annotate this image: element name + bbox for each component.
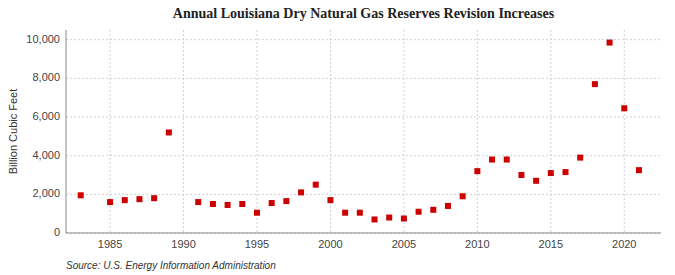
x-tick-label: 2010 xyxy=(465,238,489,250)
point xyxy=(430,207,436,213)
x-tick-label: 1995 xyxy=(245,238,269,250)
y-grid-line xyxy=(66,117,661,118)
point xyxy=(195,199,201,205)
point xyxy=(445,203,451,209)
point xyxy=(136,196,142,202)
y-axis-label: Billion Cubic Feet xyxy=(7,89,19,175)
point xyxy=(518,172,524,178)
y-grid-line xyxy=(66,39,661,40)
x-grid-line xyxy=(624,30,625,233)
point xyxy=(357,210,363,216)
point xyxy=(151,195,157,201)
point xyxy=(313,182,319,188)
points xyxy=(78,40,642,223)
y-tick-label: 0 xyxy=(54,226,60,238)
point xyxy=(298,189,304,195)
point xyxy=(401,216,407,222)
y-axis-line xyxy=(66,30,67,233)
y-tick-label: 8,000 xyxy=(32,71,60,83)
point xyxy=(621,105,627,111)
point xyxy=(166,129,172,135)
point xyxy=(210,201,216,207)
x-tick-label: 2020 xyxy=(612,238,636,250)
point xyxy=(636,167,642,173)
point xyxy=(533,178,539,184)
x-grid-line xyxy=(183,30,184,233)
x-tick-label: 2000 xyxy=(318,238,342,250)
x-axis-line xyxy=(66,233,661,234)
x-grid-line xyxy=(403,30,404,233)
grid xyxy=(66,30,661,233)
y-tick-label: 10,000 xyxy=(26,33,60,45)
point xyxy=(78,192,84,198)
point xyxy=(254,210,260,216)
y-tick-label: 6,000 xyxy=(32,110,60,122)
point xyxy=(504,157,510,163)
y-grid-line xyxy=(66,233,661,234)
x-grid-line xyxy=(550,30,551,233)
y-grid-line xyxy=(66,78,661,79)
y-grid-line xyxy=(66,194,661,195)
y-grid-line xyxy=(66,155,661,156)
point xyxy=(460,193,466,199)
y-tick-label: 2,000 xyxy=(32,187,60,199)
point xyxy=(607,40,613,46)
point xyxy=(225,202,231,208)
source-note: Source: U.S. Energy Information Administ… xyxy=(66,260,276,271)
point xyxy=(489,157,495,163)
x-tick-label: 1990 xyxy=(171,238,195,250)
point xyxy=(342,210,348,216)
point xyxy=(327,197,333,203)
point xyxy=(474,168,480,174)
x-tick-label: 2015 xyxy=(539,238,563,250)
point xyxy=(548,170,554,176)
point xyxy=(577,155,583,161)
point xyxy=(269,200,275,206)
point xyxy=(283,198,289,204)
title: Annual Louisiana Dry Natural Gas Reserve… xyxy=(173,6,555,21)
point xyxy=(122,197,128,203)
x-grid-line xyxy=(256,30,257,233)
point xyxy=(563,169,569,175)
point xyxy=(239,201,245,207)
point xyxy=(386,215,392,221)
point xyxy=(372,216,378,222)
x-grid-line xyxy=(477,30,478,233)
point xyxy=(107,199,113,205)
x-tick-label: 1985 xyxy=(98,238,122,250)
axes: 0 2,000 4,000 6,000 8,000 10,000 1985 1990 1995 2… xyxy=(26,30,661,250)
chart-svg: 0 2,000 4,000 6,000 8,000 10,000 1985 1990 1995 2… xyxy=(0,0,675,275)
chart-container: 0 2,000 4,000 6,000 8,000 10,000 1985 1990 1995 2… xyxy=(0,0,675,275)
point xyxy=(416,209,422,215)
point xyxy=(592,81,598,87)
y-tick-label: 4,000 xyxy=(32,149,60,161)
x-tick-label: 2005 xyxy=(392,238,416,250)
